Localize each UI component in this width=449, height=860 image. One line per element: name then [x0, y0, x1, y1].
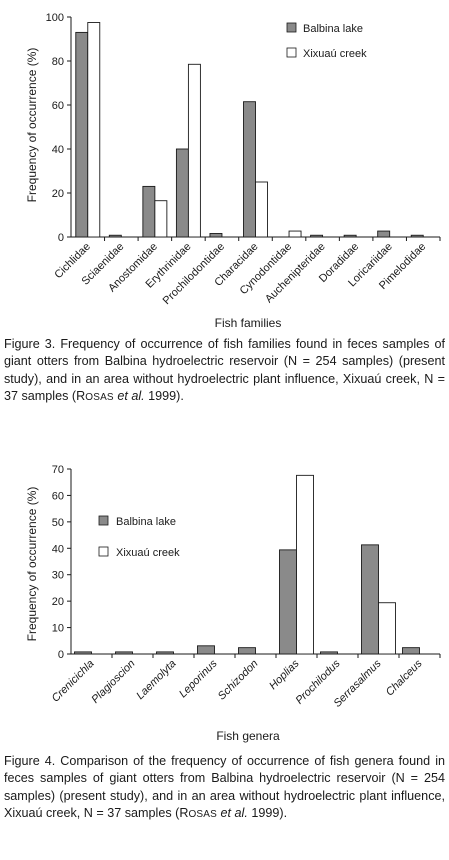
bar-balbina-chalceus [402, 647, 420, 655]
figure3-caption-year: 1999). [144, 389, 184, 404]
legend-swatch-xixuau [286, 47, 297, 58]
bar-balbina-characidae [243, 101, 256, 238]
x-tick-label-plagioscion: Plagioscion [89, 658, 137, 706]
plot-area: 010203040506070CrenicichlaPlagioscionLae… [50, 464, 441, 710]
y-axis-label: Frequency of occurrence (%) [25, 48, 39, 203]
bar-balbina-crenicichla [74, 651, 92, 655]
legend-swatch-balbina [286, 22, 297, 33]
figure4-caption-rosas-rest: OSAS [188, 809, 218, 821]
bar-balbina-schizodon [238, 647, 256, 655]
legend-swatch-balbina [98, 515, 109, 526]
y-axis-label: Frequency of occurrence (%) [25, 487, 39, 642]
x-tick-label-hoplias: Hoplias [267, 657, 302, 692]
x-tick-label-prochilodontidae: Prochilodontidae [161, 241, 227, 307]
legend-label-xixuau: Xixuaú creek [303, 48, 367, 60]
figure3-caption-rosas-initial: R [76, 389, 86, 404]
bar-xixuau-erythrinidae [187, 63, 201, 238]
figure4-caption-text: Comparison of the frequency of occurrenc… [4, 754, 445, 821]
y-tick-label: 40 [52, 144, 64, 156]
bar-balbina-laemolyta [156, 651, 174, 655]
bar-balbina-prochilodontidae [209, 233, 223, 238]
bar-balbina-auchenipteridae [310, 234, 324, 238]
x-tick-label-auchenipteridae: Auchenipteridae [263, 241, 328, 306]
bar-balbina-sciaenidae [108, 234, 122, 238]
bar-balbina-hoplias [279, 549, 297, 655]
legend-label-xixuau: Xixuaú creek [116, 547, 180, 559]
bar-xixuau-cynodontidae [288, 230, 302, 238]
x-tick-label-leporinus: Leporinus [177, 657, 220, 700]
figure4-chart: Frequency of occurrence (%) Fish genera … [25, 464, 441, 743]
y-tick-label: 50 [52, 517, 64, 529]
figure3-caption-et-al: et al. [117, 389, 145, 404]
bar-balbina-leporinus [197, 645, 215, 655]
figure3-caption-label: Figure 3. [4, 337, 56, 351]
bar-balbina-cichlidae [75, 31, 89, 238]
y-tick-label: 10 [52, 623, 64, 635]
figure3-caption: Figure 3. Frequency of occurrence of fis… [4, 336, 445, 407]
y-tick-label: 30 [52, 570, 64, 582]
legend-swatch-xixuau [98, 546, 109, 557]
bar-balbina-prochilodus [320, 651, 338, 655]
figure3-caption-rosas-rest: OSAS [85, 392, 114, 404]
x-tick-label-laemolyta: Laemolyta [134, 658, 178, 702]
bar-balbina-erythrinidae [175, 148, 189, 238]
bar-balbina-plagioscion [115, 651, 133, 655]
figure4-caption: Figure 4. Comparison of the frequency of… [4, 753, 445, 824]
figure4-caption-label: Figure 4. [4, 754, 56, 768]
figure4-caption-et-al: et al. [220, 806, 248, 821]
x-axis-label: Fish families [215, 316, 282, 330]
plot-area: 020406080100CichlidaeSciaenidaeAnostomid… [46, 12, 441, 307]
bar-balbina-loricariidae [377, 230, 391, 238]
bar-xixuau-characidae [255, 181, 268, 238]
bar-balbina-serrasalmus [361, 544, 379, 655]
bar-xixuau-hoplias [296, 474, 314, 655]
figure4-caption-rosas-initial: R [179, 806, 189, 821]
y-tick-label: 20 [52, 596, 64, 608]
bar-xixuau-cichlidae [87, 22, 101, 238]
bar-balbina-doradidae [343, 234, 357, 238]
y-tick-label: 0 [58, 232, 64, 244]
legend-label-balbina: Balbina lake [303, 23, 363, 35]
bar-balbina-pimelodidae [410, 234, 424, 238]
figure4-caption-year: 1999). [247, 806, 288, 821]
y-tick-label: 80 [52, 56, 64, 68]
y-tick-label: 100 [46, 12, 64, 24]
y-tick-label: 20 [52, 188, 64, 200]
bar-xixuau-anostomidae [154, 200, 168, 238]
y-tick-label: 40 [52, 543, 64, 555]
y-tick-label: 60 [52, 100, 64, 112]
bar-balbina-anostomidae [142, 185, 156, 238]
x-axis-label: Fish genera [216, 729, 280, 743]
y-tick-label: 0 [58, 649, 64, 661]
bar-xixuau-serrasalmus [378, 602, 396, 655]
x-tick-label-schizodon: Schizodon [216, 658, 261, 703]
y-tick-label: 70 [52, 464, 64, 476]
x-tick-label-chalceus: Chalceus [384, 657, 425, 698]
figure3-chart: Frequency of occurrence (%) Fish familie… [25, 12, 441, 330]
y-tick-label: 60 [52, 490, 64, 502]
figure3-caption-text: Frequency of occurrence of fish families… [4, 337, 445, 404]
legend-label-balbina: Balbina lake [116, 516, 176, 528]
